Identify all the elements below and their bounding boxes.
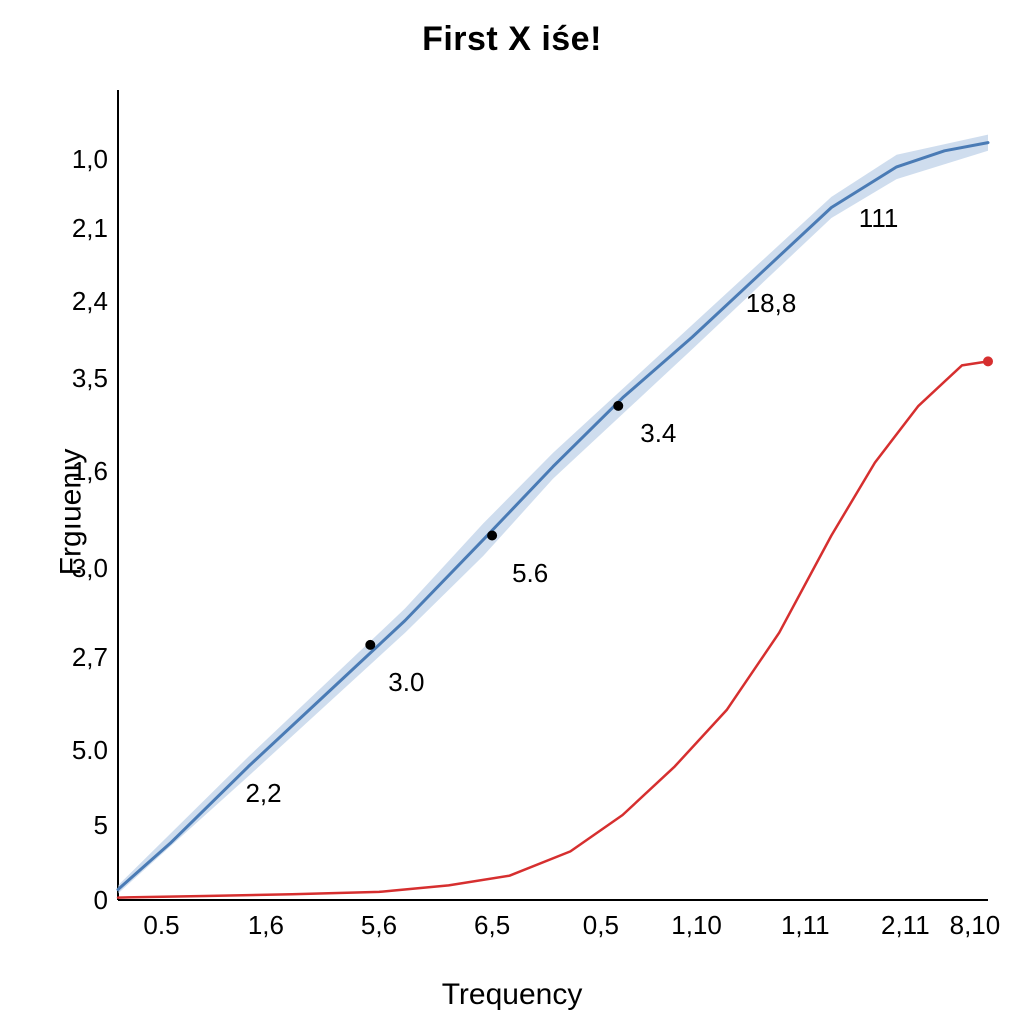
y-tick-label: 1,6 (48, 456, 108, 487)
x-tick-label: 6,5 (462, 910, 522, 941)
data-marker-label: 3.4 (640, 418, 676, 449)
y-tick-label: 5.0 (48, 735, 108, 766)
red-end-marker (983, 356, 993, 366)
x-tick-label: 1,6 (236, 910, 296, 941)
y-tick-label: 2,7 (48, 642, 108, 673)
data-marker (365, 640, 375, 650)
inline-label: 18,8 (746, 288, 797, 319)
y-tick-label: 3,0 (48, 553, 108, 584)
x-tick-label: 0,5 (571, 910, 631, 941)
y-tick-label: 3,5 (48, 363, 108, 394)
inline-label: 111 (859, 203, 899, 234)
y-tick-label: 2,1 (48, 213, 108, 244)
x-axis-label: Trequency (0, 978, 1024, 1012)
x-tick-label: 1,11 (775, 910, 835, 941)
red-line (118, 361, 988, 897)
x-tick-label: 2,11 (875, 910, 935, 941)
chart-container: First X iśe! Frgıuenıy Trequency 3.05.63… (0, 0, 1024, 1024)
data-marker-label: 5.6 (512, 558, 548, 589)
y-tick-label: 0 (48, 885, 108, 916)
y-tick-label: 2,4 (48, 286, 108, 317)
plot-area: 3.05.63.42,218,81110.51,65,66,50,51,101,… (118, 90, 988, 900)
data-marker (487, 531, 497, 541)
data-marker (613, 401, 623, 411)
x-tick-label: 5,6 (349, 910, 409, 941)
y-tick-label: 1,0 (48, 144, 108, 175)
x-tick-label: 0.5 (132, 910, 192, 941)
x-tick-label: 1,10 (667, 910, 727, 941)
y-tick-label: 5 (48, 810, 108, 841)
data-marker-label: 3.0 (388, 667, 424, 698)
x-tick-label: 8,10 (945, 910, 1005, 941)
chart-title: First X iśe! (0, 20, 1024, 59)
inline-label: 2,2 (245, 778, 281, 809)
